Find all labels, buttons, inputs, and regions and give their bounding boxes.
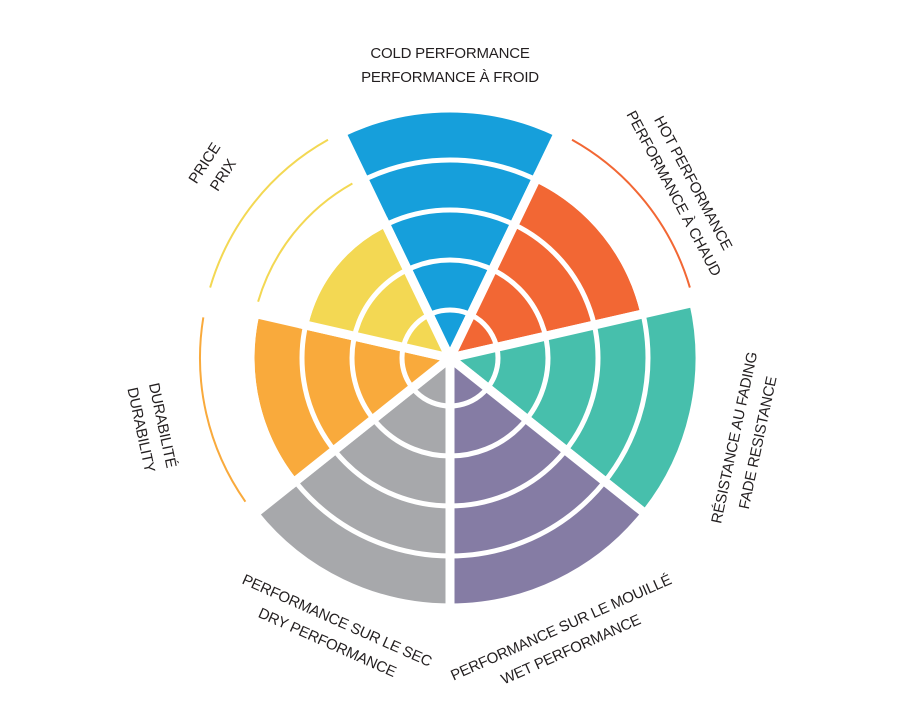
wedge-cold-performance — [335, 103, 565, 369]
label-fade: RÉSISTANCE AU FADING FADE RESISTANCE — [708, 350, 780, 525]
wedge-fade-resistance — [439, 296, 705, 521]
label-durability: DURABILITÉ DURABILITY — [123, 381, 179, 474]
level-outline-arc — [209, 138, 329, 288]
label-cold-fr: PERFORMANCE À FROID — [361, 69, 539, 86]
wedge-wet-performance — [445, 348, 652, 613]
label-hot: HOT PERFORMANCE PERFORMANCE À CHAUD — [623, 108, 736, 279]
wedge-dry-performance — [248, 348, 455, 613]
level-outline-arc — [257, 182, 353, 302]
level-outline-arc — [571, 138, 691, 288]
label-cold-en: COLD PERFORMANCE — [370, 45, 530, 62]
level-ring — [399, 307, 501, 409]
label-cold: COLD PERFORMANCE PERFORMANCE À FROID — [361, 45, 539, 86]
level-ring — [299, 207, 601, 509]
level-ring — [249, 157, 651, 559]
label-price: PRICE PRIX — [186, 140, 240, 195]
level-ring — [349, 257, 551, 459]
level-outline-arc — [199, 317, 247, 503]
